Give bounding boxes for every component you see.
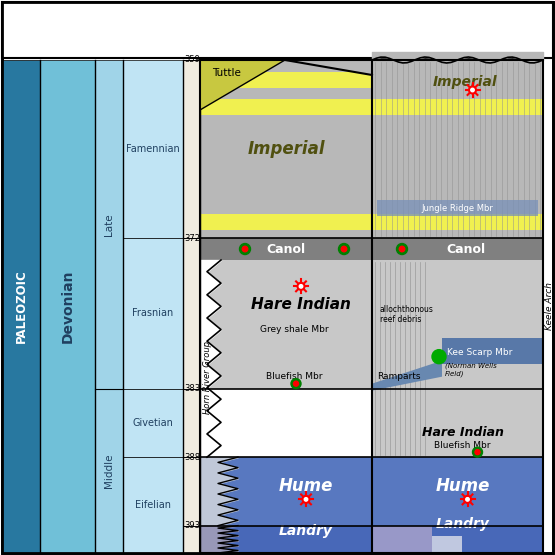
Text: Field): Field) <box>445 370 465 377</box>
Text: 359: 359 <box>184 56 200 64</box>
Text: 383: 383 <box>184 384 200 393</box>
Circle shape <box>468 86 476 94</box>
Text: Bluefish Mbr: Bluefish Mbr <box>434 441 491 450</box>
Text: 388: 388 <box>184 453 200 462</box>
Text: reef debris: reef debris <box>380 315 421 324</box>
Bar <box>200 457 543 526</box>
Bar <box>123 388 183 457</box>
Text: Eifelian: Eifelian <box>135 500 171 510</box>
Circle shape <box>432 350 446 364</box>
Bar <box>442 337 543 364</box>
Polygon shape <box>372 361 442 391</box>
Circle shape <box>472 447 482 457</box>
Bar <box>95 388 123 553</box>
Bar <box>200 526 543 553</box>
Bar <box>123 60 183 238</box>
Bar <box>200 238 543 388</box>
Bar <box>200 214 372 230</box>
Text: Grey shale Mbr: Grey shale Mbr <box>260 325 329 334</box>
Text: 372: 372 <box>184 234 200 243</box>
Text: Landry: Landry <box>279 524 333 538</box>
Bar <box>40 60 95 553</box>
Text: Hume: Hume <box>435 477 490 496</box>
Bar <box>432 536 462 553</box>
Bar <box>372 214 543 230</box>
Bar <box>377 200 538 216</box>
Text: Devonian: Devonian <box>60 270 74 343</box>
Circle shape <box>304 498 308 501</box>
Bar <box>200 99 372 115</box>
Polygon shape <box>200 60 285 110</box>
Text: Plain: Plain <box>194 39 236 54</box>
Text: Hare Indian: Hare Indian <box>251 297 351 312</box>
Circle shape <box>341 246 347 252</box>
Circle shape <box>302 496 310 503</box>
Text: Canol: Canol <box>446 243 485 255</box>
Circle shape <box>240 244 250 255</box>
Text: Hume: Hume <box>279 477 333 496</box>
Circle shape <box>299 285 302 288</box>
Text: Imperial: Imperial <box>433 75 498 89</box>
Circle shape <box>399 246 405 252</box>
Bar <box>372 260 543 457</box>
Circle shape <box>463 496 471 503</box>
Text: Norman Wells: Norman Wells <box>361 32 480 47</box>
Circle shape <box>466 498 469 501</box>
Text: Frasnian: Frasnian <box>133 309 174 319</box>
Text: Bluefish Mbr: Bluefish Mbr <box>266 372 322 381</box>
Text: Jungle Ridge Mbr: Jungle Ridge Mbr <box>422 204 493 213</box>
Text: Hare Indian: Hare Indian <box>422 426 503 438</box>
Bar <box>123 457 183 553</box>
Bar <box>200 260 372 388</box>
Text: Peel Plateau &: Peel Plateau & <box>152 23 278 38</box>
Text: Tuttle: Tuttle <box>212 68 241 78</box>
Circle shape <box>297 282 305 290</box>
Text: Landry: Landry <box>436 517 490 531</box>
Bar <box>200 72 372 88</box>
Bar <box>2 2 553 58</box>
Text: PALEOZOIC: PALEOZOIC <box>14 270 28 344</box>
Text: 393: 393 <box>184 521 200 530</box>
Bar <box>200 238 543 260</box>
Text: (Norman Wells: (Norman Wells <box>445 362 497 369</box>
Circle shape <box>242 246 248 252</box>
Circle shape <box>294 381 299 386</box>
Text: Givetian: Givetian <box>133 418 173 428</box>
Circle shape <box>471 88 475 92</box>
Text: Horn River Group: Horn River Group <box>203 341 211 415</box>
Polygon shape <box>285 60 372 75</box>
Text: Canol: Canol <box>266 243 306 255</box>
Bar <box>200 60 543 238</box>
Text: Middle: Middle <box>104 453 114 488</box>
Text: Ramparts: Ramparts <box>377 372 421 381</box>
Bar <box>183 60 200 553</box>
Text: Imperial: Imperial <box>247 140 325 158</box>
Text: Famennian: Famennian <box>126 144 180 154</box>
Bar <box>372 99 543 115</box>
Bar <box>372 526 432 553</box>
Text: Kee Scarp Mbr: Kee Scarp Mbr <box>447 348 512 357</box>
Text: allochthonous: allochthonous <box>380 305 434 314</box>
Bar <box>95 60 123 388</box>
Text: Late: Late <box>104 213 114 236</box>
Circle shape <box>475 450 480 455</box>
Bar <box>123 238 183 388</box>
Text: Keele Arch: Keele Arch <box>546 282 554 330</box>
Circle shape <box>396 244 407 255</box>
Circle shape <box>291 379 301 388</box>
Circle shape <box>339 244 350 255</box>
Bar <box>2 60 40 553</box>
Bar <box>200 60 543 553</box>
Bar <box>200 60 543 553</box>
